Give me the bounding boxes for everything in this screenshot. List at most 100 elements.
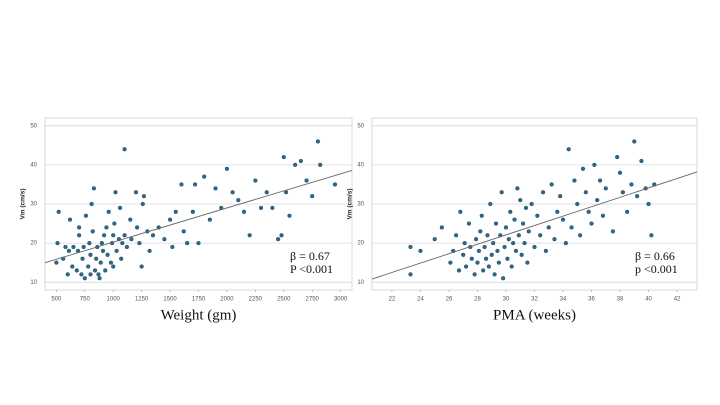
x-tick-label: 38 [617,297,624,303]
point [491,240,496,246]
point [479,213,484,218]
x-tick-label: 1250 [135,297,149,303]
point [247,233,252,238]
y-tick-label: 40 [357,162,364,168]
point [511,240,516,246]
point [106,209,111,214]
point [589,221,594,226]
point [102,233,107,238]
point [575,201,580,207]
x-tick-label: 32 [531,297,538,303]
point [506,237,511,242]
x-tick-label: 34 [560,297,567,303]
point [77,225,82,230]
point [529,201,534,207]
point [315,139,320,144]
point [108,260,114,265]
point [595,197,600,203]
point [617,170,623,175]
point [492,272,497,277]
point [519,252,524,257]
point [92,268,98,273]
point [615,154,620,160]
point [552,237,557,242]
point [495,248,500,254]
annotation: β = 0.67 [290,249,330,263]
point [97,276,102,281]
point [81,244,86,250]
point [122,233,127,238]
point [503,225,509,230]
point [230,190,235,195]
point [569,225,574,230]
point [610,229,615,234]
point [543,248,549,254]
point [298,158,303,164]
point [432,237,437,242]
point [518,197,523,203]
point [192,182,198,187]
point [103,268,108,273]
point [318,162,323,168]
point [100,248,106,254]
trend-line [371,171,698,280]
point [572,178,577,183]
x-tick-label: 2750 [306,297,320,303]
x-tick-label: 28 [474,297,481,303]
point [592,162,597,168]
point [408,272,413,277]
point [439,225,444,230]
point [135,225,140,230]
y-tick-label: 20 [30,241,37,247]
point [555,209,560,214]
point [96,272,101,277]
point [104,225,109,230]
x-tick-label: 1750 [192,297,206,303]
point [513,248,519,254]
point [56,209,61,214]
point [181,229,186,234]
point [207,217,212,222]
point [473,237,479,242]
point [190,209,195,214]
point [481,268,486,273]
point [129,237,134,242]
point [332,182,338,187]
point [63,244,68,250]
point [475,260,480,265]
point [496,260,501,265]
y-tick-label: 10 [357,280,364,286]
point [478,229,483,234]
point [91,186,96,191]
point [213,186,218,191]
point [620,190,625,195]
point [99,240,104,246]
point [501,276,506,281]
point [86,264,91,269]
y-tick-label: 50 [357,123,364,129]
point [482,244,487,250]
point [600,213,606,218]
point [264,190,269,195]
point [113,190,118,195]
point [82,276,87,281]
point [461,252,466,257]
y-tick-label: 10 [30,280,37,286]
point [173,209,178,214]
point [526,229,531,234]
point [179,182,184,187]
x-tick-label: 22 [389,297,396,303]
point [185,240,190,246]
point [448,260,453,265]
point [70,264,75,269]
point [111,233,116,238]
point [270,205,275,211]
point [535,213,540,218]
point [580,166,586,171]
point [120,240,125,246]
point [88,252,93,257]
point [224,166,230,171]
point [462,240,467,246]
point [635,194,640,199]
x-tick-label: 40 [645,297,652,303]
